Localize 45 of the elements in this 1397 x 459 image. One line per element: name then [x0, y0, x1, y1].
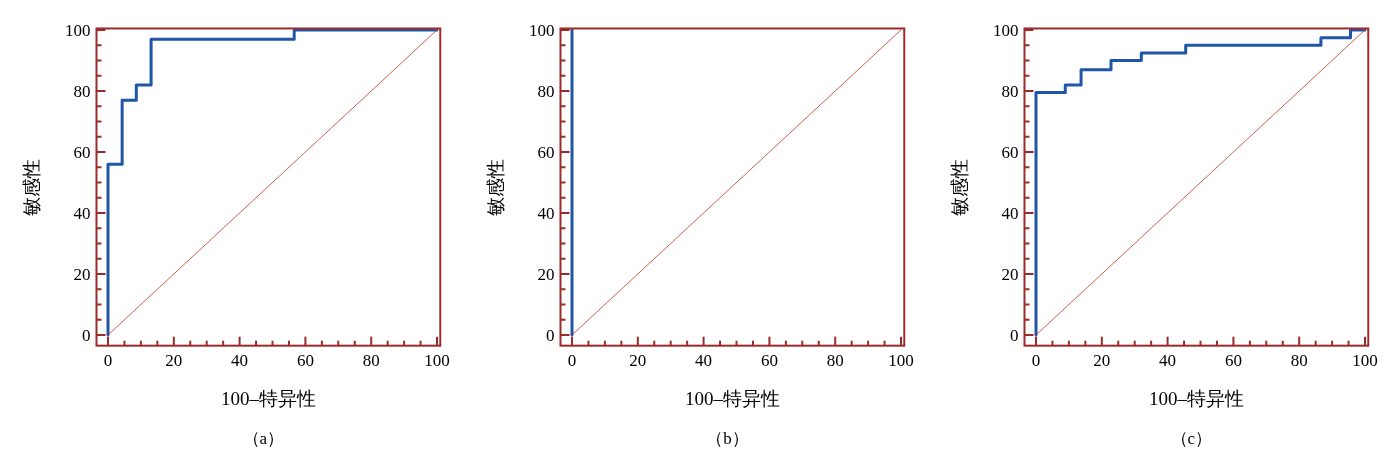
x-axis-title: 100–特异性 [684, 388, 780, 409]
x-tick-label: 40 [695, 350, 713, 370]
x-tick-label: 80 [362, 350, 380, 370]
y-tick-label: 40 [1001, 204, 1019, 223]
y-tick-label: 60 [73, 143, 91, 162]
x-tick-label: 100 [424, 350, 450, 370]
x-tick-label: 0 [1031, 350, 1041, 370]
y-tick-label: 100 [64, 21, 91, 40]
x-tick-label: 20 [629, 350, 647, 370]
x-tick-label: 100 [1352, 350, 1378, 370]
y-tick-label: 80 [1001, 82, 1019, 101]
y-tick-label: 80 [73, 82, 91, 101]
x-axis-title: 100–特异性 [1148, 388, 1244, 409]
y-tick-label: 0 [1009, 326, 1019, 345]
x-tick-label: 60 [1224, 350, 1242, 370]
text: （a） [242, 429, 285, 448]
x-axis-title: 100–特异性 [220, 388, 316, 409]
text: （c） [1170, 429, 1213, 448]
y-tick-label: 60 [1001, 143, 1019, 162]
x-tick-label: 60 [760, 350, 778, 370]
y-axis-title: 敏感性 [21, 158, 42, 216]
x-tick-label: 80 [826, 350, 844, 370]
x-tick-label: 40 [1159, 350, 1177, 370]
y-tick-label: 20 [537, 265, 555, 284]
x-tick-label: 20 [165, 350, 183, 370]
y-tick-label: 0 [81, 326, 91, 345]
y-tick-label: 100 [528, 21, 555, 40]
y-tick-label: 20 [73, 265, 91, 284]
x-tick-label: 60 [296, 350, 314, 370]
y-tick-label: 60 [537, 143, 555, 162]
y-tick-label: 40 [537, 204, 555, 223]
y-tick-label: 40 [73, 204, 91, 223]
y-tick-label: 80 [537, 82, 555, 101]
x-tick-label: 20 [1093, 350, 1111, 370]
x-tick-label: 40 [231, 350, 249, 370]
y-axis-title: 敏感性 [949, 158, 970, 216]
x-tick-label: 0 [103, 350, 113, 370]
y-tick-label: 20 [1001, 265, 1019, 284]
x-tick-label: 100 [888, 350, 914, 370]
text: （b） [706, 429, 749, 448]
y-axis-title: 敏感性 [485, 158, 506, 216]
y-tick-label: 0 [545, 326, 555, 345]
x-tick-label: 0 [567, 350, 577, 370]
x-tick-label: 80 [1290, 350, 1308, 370]
y-tick-label: 100 [992, 21, 1019, 40]
